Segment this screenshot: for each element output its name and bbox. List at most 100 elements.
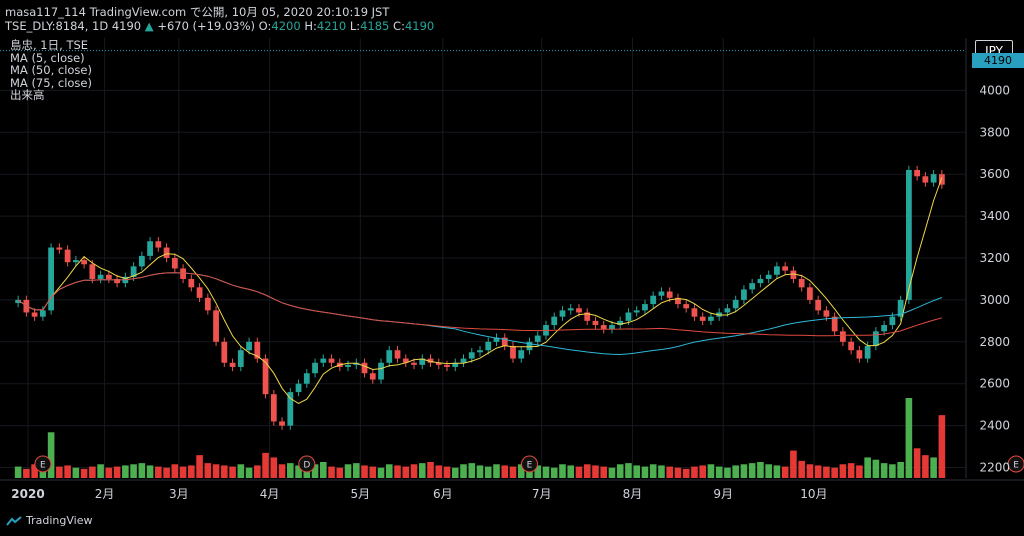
volume-bar <box>47 432 55 478</box>
volume-bar <box>460 464 467 478</box>
volume-bar <box>798 460 805 478</box>
candle-body <box>848 341 855 351</box>
candle-body <box>15 299 22 304</box>
candle-body <box>196 287 203 298</box>
legend-symbol[interactable]: 島忠, 1日, TSE <box>10 38 89 52</box>
volume-bar <box>385 464 393 478</box>
h-value: 4210 <box>316 19 347 33</box>
volume-bar <box>649 464 657 478</box>
candle-body <box>675 297 681 305</box>
moving-averages <box>17 177 943 404</box>
ma75-line <box>17 272 943 337</box>
volume-bar <box>64 465 71 478</box>
volume-bar <box>402 466 410 478</box>
candle-body <box>353 362 360 365</box>
x-tick-label: 5月 <box>350 487 370 501</box>
volume-bar <box>509 466 517 478</box>
volume-bar <box>897 462 904 478</box>
candle-body <box>683 304 690 309</box>
candle-body <box>864 346 871 359</box>
candle-body <box>691 308 698 317</box>
volume-bar <box>72 467 80 478</box>
y-tick-label: 2800 <box>979 335 1010 349</box>
candle-body <box>180 268 186 279</box>
y-tick-label: 3200 <box>979 251 1010 265</box>
candle-body <box>650 295 657 305</box>
candle-body <box>559 310 566 317</box>
footer-brand-text: TradingView <box>26 514 93 527</box>
candle-body <box>369 373 376 380</box>
c-label: C: <box>393 19 405 33</box>
volume-bar <box>889 464 896 478</box>
candle-body <box>452 362 459 367</box>
volume-bar <box>262 452 269 478</box>
legend-ma75[interactable]: MA (75, close) <box>10 75 92 90</box>
legend-ma50[interactable]: MA (50, close) <box>10 63 92 78</box>
volume-bar <box>319 462 327 478</box>
event-markers: EDEEE <box>34 455 1024 473</box>
volume-bar <box>89 466 96 478</box>
volume-bar <box>781 466 789 478</box>
volume-bar <box>847 463 855 478</box>
legend-ma5[interactable]: MA (5, close) <box>10 50 85 65</box>
event-marker-circle <box>34 455 52 473</box>
candle-body <box>534 335 541 342</box>
volume-bar <box>534 465 542 478</box>
candle-body <box>411 362 417 365</box>
candle-body <box>807 287 813 300</box>
volume-bar <box>155 466 162 478</box>
volume-bar <box>608 467 616 478</box>
candle-body <box>741 289 747 300</box>
y-tick-label: 3400 <box>979 209 1010 223</box>
candle-body <box>501 337 508 346</box>
candle-body <box>831 316 838 332</box>
candle-body <box>873 331 879 346</box>
candle-body <box>328 358 335 363</box>
y-axis: 2200 2400 2600 2800 3000 3200 3400 3600 3800 4000 <box>979 83 1010 474</box>
volume-bar <box>146 465 154 478</box>
volume-bar <box>23 468 30 478</box>
volume-bar <box>575 466 583 478</box>
x-tick-label: 2月 <box>95 487 115 501</box>
volume-bar <box>394 465 401 478</box>
volume-bar <box>501 465 509 478</box>
volume-bar <box>542 466 550 478</box>
volume-bar <box>179 466 187 478</box>
volume-bar <box>105 467 113 478</box>
legend-volume[interactable]: 出来高 <box>10 88 45 103</box>
candle-body <box>477 350 483 353</box>
candle-body <box>444 364 450 367</box>
candle-body <box>938 174 945 185</box>
candle-body <box>402 358 409 363</box>
candle-body <box>97 274 104 279</box>
volume-bar <box>757 462 764 478</box>
l-value: 4185 <box>360 19 390 33</box>
y-tick-label: 4000 <box>979 83 1010 97</box>
candle-body <box>188 278 195 288</box>
candle-body <box>419 358 426 365</box>
volume-bar <box>212 464 220 478</box>
candle-body <box>303 373 310 384</box>
volume-bar <box>270 457 278 478</box>
volume-bar <box>14 466 22 478</box>
volume-bar <box>443 466 451 478</box>
candle-body <box>312 362 318 374</box>
candle-body <box>914 170 921 177</box>
volume-bar <box>880 463 888 478</box>
footer-brand[interactable]: TradingView <box>6 514 92 527</box>
volume-bar <box>872 459 880 478</box>
volume-bar <box>666 466 673 478</box>
volume-bar <box>831 467 838 478</box>
volume-bar <box>559 464 566 478</box>
candle-body <box>378 362 384 380</box>
volume-bar <box>484 466 492 478</box>
volume-bar <box>336 467 344 478</box>
event-marker-circle <box>1007 455 1024 473</box>
volume-bar <box>377 467 385 478</box>
volume-bar <box>352 463 360 478</box>
candle-body <box>757 278 764 284</box>
candle-body <box>345 364 351 367</box>
candle-body <box>361 362 368 374</box>
candle-body <box>270 394 277 422</box>
